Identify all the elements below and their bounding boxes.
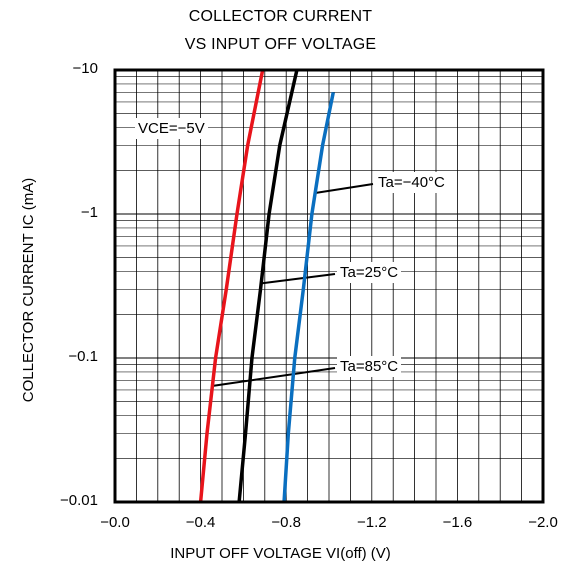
series-lines [198,69,335,503]
x-tick-label: −2.0 [528,514,558,531]
annotation-leader-line [211,367,336,387]
plot-frame [113,68,545,504]
chart-title-line-1: COLLECTOR CURRENT [188,8,373,25]
x-tick-label: −0.4 [185,514,216,531]
condition-label: VCE=−5V [135,118,208,139]
x-tick-label: −1.6 [442,514,473,531]
y-tick-label: −0.1 [68,348,98,365]
series-annotation-label: Ta=25°C [337,262,402,283]
series-annotation-label: Ta=85°C [337,356,402,377]
chart-title-line-2: VS INPUT OFF VOLTAGE [184,36,377,53]
y-tick-label: −1 [80,204,98,221]
x-tick-label: −0.8 [271,514,301,531]
major-gridlines [115,70,543,502]
series-line [237,69,299,503]
y-axis-label: COLLECTOR CURRENT IC (mA) [20,177,37,403]
series-annotation-label: Ta=−40°C [375,172,448,193]
y-tick-label: −0.01 [60,492,98,509]
x-tick-label: −0.0 [100,514,130,531]
x-tick-label: −1.2 [356,514,387,531]
annotation-leaders [211,183,374,387]
series-line [282,91,335,503]
series-line [198,69,265,503]
annotation-leader-line [315,183,374,194]
y-tick-label: −10 [72,60,98,77]
x-axis-label: INPUT OFF VOLTAGE VI(off) (V) [170,545,391,562]
annotation-leader-line [261,273,336,285]
